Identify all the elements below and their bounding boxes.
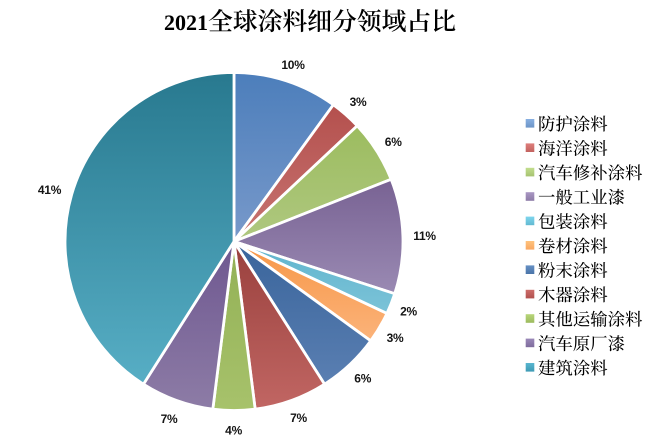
- svg-text:4%: 4%: [225, 424, 242, 438]
- svg-text:3%: 3%: [387, 331, 404, 345]
- svg-text:7%: 7%: [161, 412, 178, 426]
- svg-text:10%: 10%: [281, 58, 305, 72]
- svg-text:41%: 41%: [38, 183, 62, 197]
- svg-text:11%: 11%: [413, 229, 436, 243]
- svg-text:7%: 7%: [290, 411, 307, 425]
- svg-text:6%: 6%: [354, 372, 371, 386]
- svg-text:2%: 2%: [400, 304, 417, 318]
- svg-text:3%: 3%: [350, 95, 367, 109]
- svg-text:6%: 6%: [385, 135, 402, 149]
